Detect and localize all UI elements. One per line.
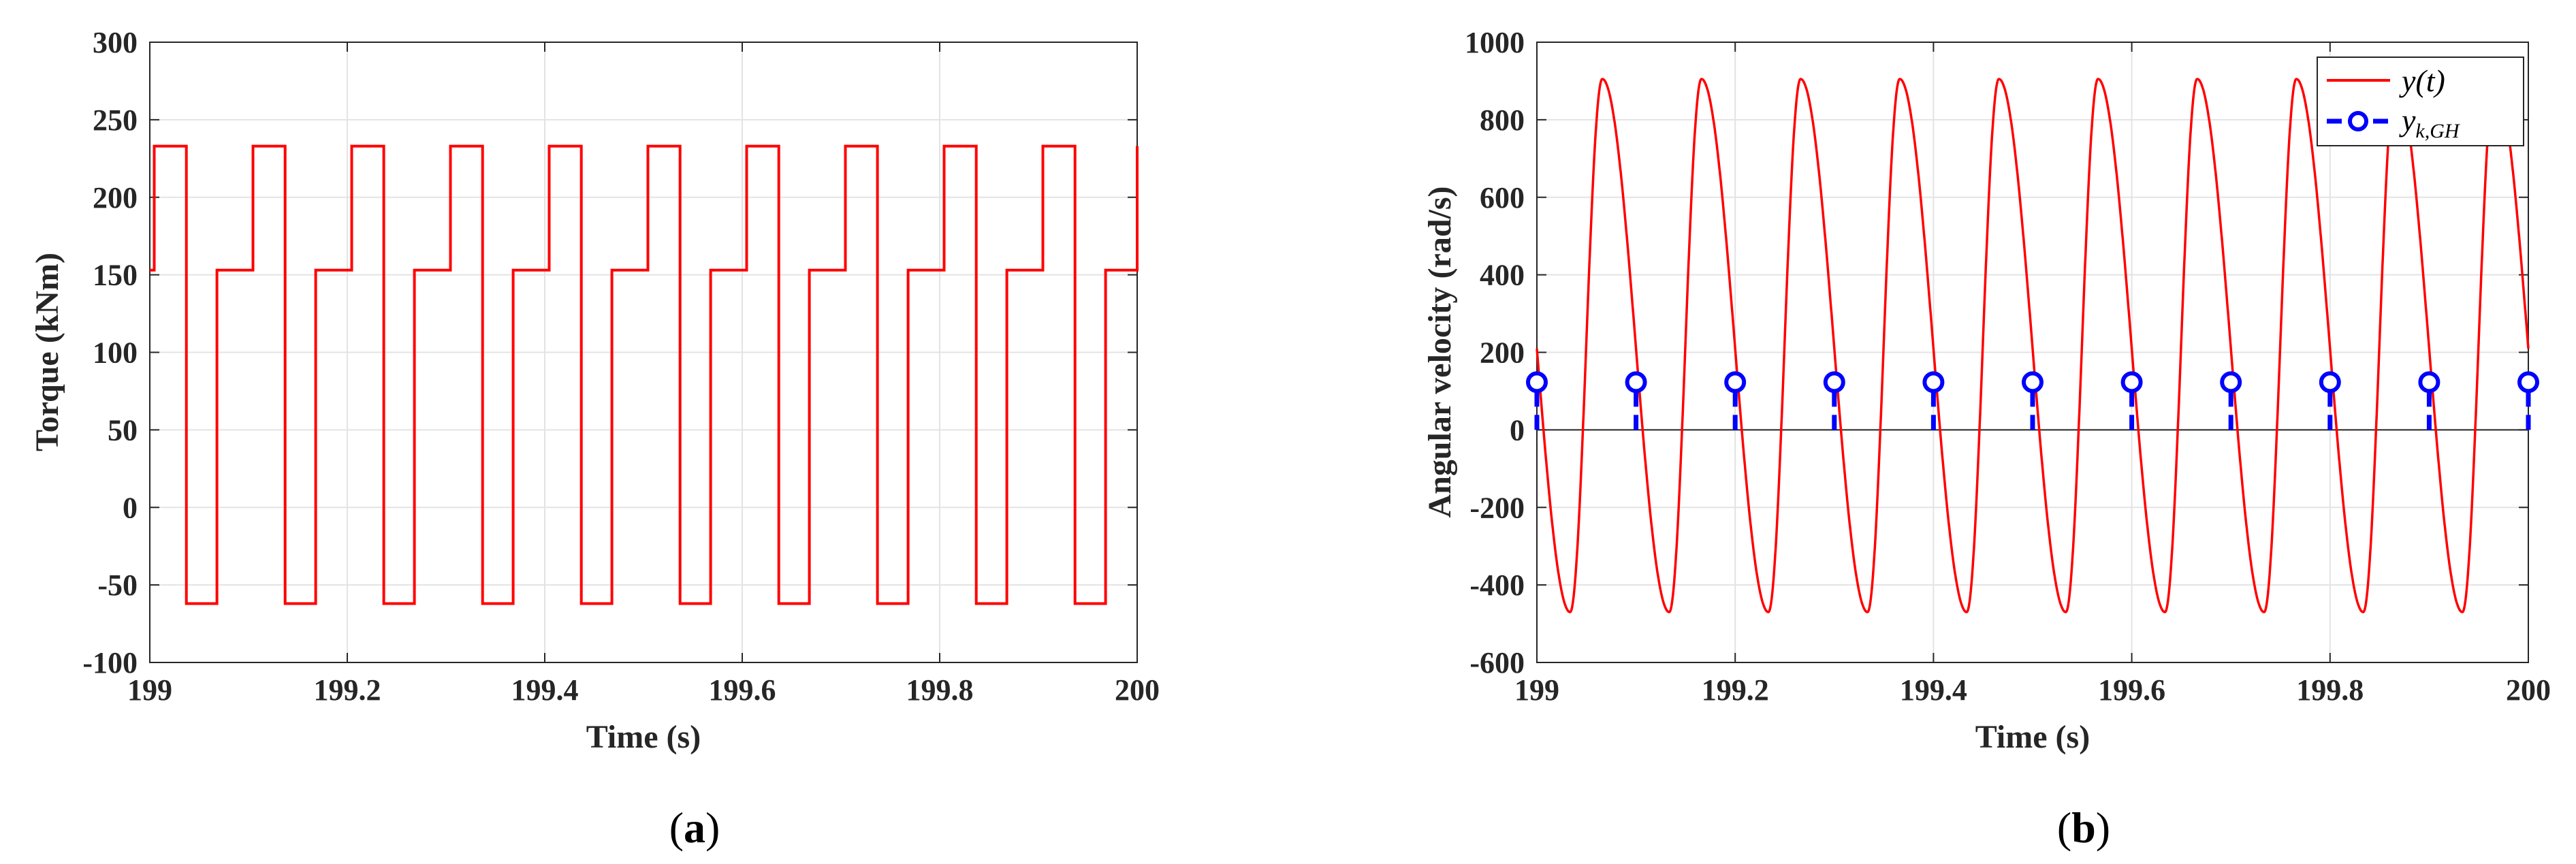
chart-a-grid (149, 42, 1138, 663)
legend-label-y-k-gh-sub: k,GH (2415, 120, 2460, 142)
chart-a-y-tick-labels: -100 -50 0 50 100 150 200 250 300 (82, 26, 138, 679)
chart-b-y-tick-labels: -600 -400 -200 0 200 400 600 800 1000 (1465, 26, 1525, 679)
chart-b-x-tick-labels: 199 199.2 199.4 199.6 199.8 200 (1514, 673, 2551, 707)
chart-b-x-tick-label: 199 (1514, 673, 1559, 707)
chart-b-y-tick-label: -400 (1469, 569, 1525, 602)
chart-b-y-tick-label: 400 (1480, 259, 1525, 292)
chart-b-series-y-t (1536, 78, 2530, 613)
chart-a-x-tick-label: 199.8 (906, 673, 974, 707)
chart-a-x-tick-label: 199.6 (709, 673, 776, 707)
chart-a-y-tick-label: 300 (93, 26, 138, 59)
chart-b-x-tick-label: 199.6 (2098, 673, 2165, 707)
chart-b-gh-point (1922, 371, 1945, 394)
chart-a-y-tick-label: 250 (93, 103, 138, 137)
chart-a: 199 199.2 199.4 199.6 199.8 200 -100 -50 0 50 100… (29, 26, 1160, 852)
chart-b-series (1526, 78, 2539, 613)
chart-b-ylabel: Angular velocity (rad/s) (1422, 186, 1458, 517)
chart-b-gh-point (2220, 371, 2242, 394)
chart-b-panel-label: (b) (2057, 803, 2110, 852)
chart-b-legend-box (2317, 57, 2524, 146)
chart-b-y-tick-label: 800 (1480, 103, 1525, 137)
chart-a-x-tick-label: 199.4 (511, 673, 579, 707)
chart-a-series-torque (150, 144, 1139, 605)
chart-a-series (150, 144, 1139, 605)
chart-b-y-tick-label: -600 (1469, 646, 1525, 679)
legend-label-y-k-gh: yk,GH (2399, 103, 2461, 142)
chart-b-x-tick-label: 200 (2506, 673, 2551, 707)
chart-b-legend: y(t) yk,GH (2317, 57, 2524, 146)
chart-a-y-tick-label: 50 (108, 413, 138, 447)
chart-b-gh-point (2418, 371, 2440, 394)
chart-a-x-tick-label: 199.2 (314, 673, 381, 707)
chart-b-y-tick-label: -200 (1469, 491, 1525, 524)
chart-b-x-tick-label: 199.8 (2296, 673, 2364, 707)
chart-a-panel-label: (a) (669, 803, 720, 852)
chart-b-gh-point (1526, 371, 1548, 394)
chart-a-x-tick-labels: 199 199.2 199.4 199.6 199.8 200 (127, 673, 1160, 707)
chart-a-ylabel: Torque (kNm) (29, 253, 65, 451)
chart-b-gh-point (2022, 371, 2044, 394)
chart-a-xlabel: Time (s) (586, 719, 701, 755)
chart-a-x-tick-label: 200 (1115, 673, 1160, 707)
legend-marker-y-k-gh (2348, 111, 2368, 131)
chart-b-y-tick-label: 200 (1480, 336, 1525, 370)
chart-b: 199 199.2 199.4 199.6 199.8 200 -600 -400 -200 0… (1422, 26, 2551, 852)
chart-b-x-tick-label: 199.2 (1702, 673, 1769, 707)
chart-a-y-tick-label: -50 (97, 569, 138, 602)
chart-b-y-tick-label: 600 (1480, 181, 1525, 214)
chart-a-y-tick-label: -100 (82, 646, 138, 679)
chart-a-y-tick-label: 200 (93, 181, 138, 214)
chart-b-gh-point (1625, 371, 1647, 394)
chart-b-y-tick-label: 0 (1510, 413, 1525, 447)
chart-b-gh-point (2120, 371, 2143, 394)
chart-b-x-tick-label: 199.4 (1900, 673, 1967, 707)
chart-b-y-tick-label: 1000 (1465, 26, 1525, 59)
chart-b-gh-point (1724, 371, 1747, 394)
chart-a-y-tick-label: 100 (93, 336, 138, 370)
chart-b-panel-letter: b (2071, 803, 2096, 852)
legend-label-y-k-gh-main: y (2399, 103, 2416, 138)
chart-a-x-tick-label: 199 (127, 673, 172, 707)
chart-b-gh-point (1823, 371, 1845, 394)
chart-a-y-tick-label: 0 (123, 491, 138, 524)
chart-b-xlabel: Time (s) (1975, 719, 2090, 755)
legend-label-y-t: y(t) (2399, 63, 2445, 98)
chart-a-panel-letter: a (684, 803, 705, 852)
chart-b-gh-point (2319, 371, 2341, 394)
chart-a-y-tick-label: 150 (93, 259, 138, 292)
chart-b-gh-point (2517, 371, 2539, 394)
